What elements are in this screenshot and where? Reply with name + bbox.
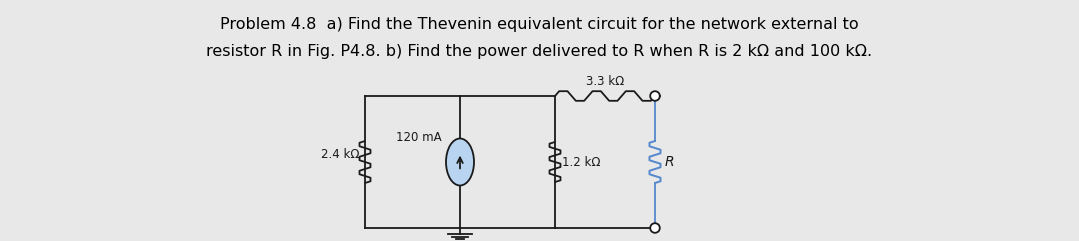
Text: R: R xyxy=(665,155,674,169)
Text: 3.3 kΩ: 3.3 kΩ xyxy=(586,74,624,87)
Text: 1.2 kΩ: 1.2 kΩ xyxy=(562,155,601,168)
Text: 120 mA: 120 mA xyxy=(396,131,442,144)
Circle shape xyxy=(651,223,659,233)
Circle shape xyxy=(651,91,659,101)
Ellipse shape xyxy=(446,139,474,186)
Text: 2.4 kΩ: 2.4 kΩ xyxy=(320,147,359,161)
Text: Problem 4.8  a) Find the Thevenin equivalent circuit for the network external to: Problem 4.8 a) Find the Thevenin equival… xyxy=(220,16,858,32)
Text: resistor R in Fig. P4.8. b) Find the power delivered to R when R is 2 kΩ and 100: resistor R in Fig. P4.8. b) Find the pow… xyxy=(206,43,872,59)
